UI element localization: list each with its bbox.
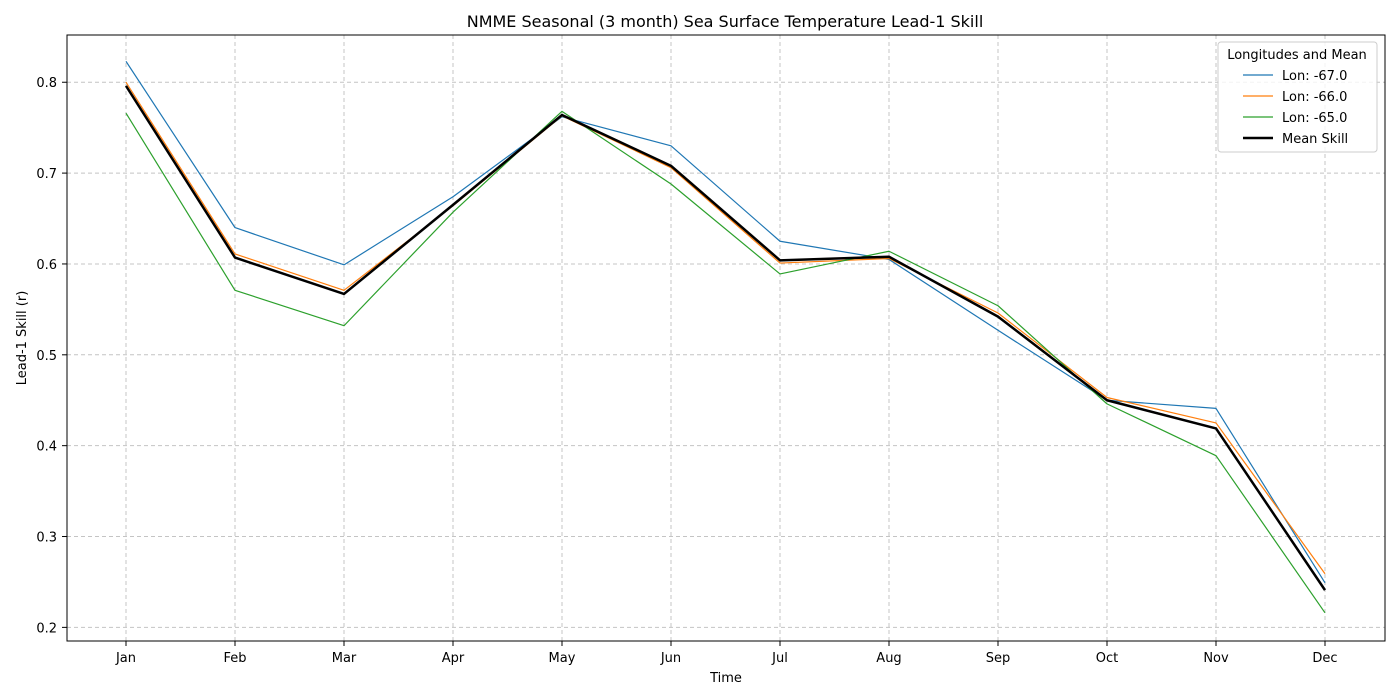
legend-label: Lon: -67.0 [1282,69,1347,84]
x-axis: Jan Feb Mar Apr May Jun Jul Aug Sep Oct Nov Dec [115,641,1338,666]
chart-title: NMME Seasonal (3 month) Sea Surface Temp… [467,12,984,31]
y-tick-label: 0.4 [36,440,57,455]
series-layer [124,61,1327,614]
y-axis: 0.2 0.3 0.4 0.5 0.6 0.7 0.8 [36,76,67,636]
legend: Longitudes and Mean Lon: -67.0 Lon: -66.0… [1217,41,1378,153]
legend-label: Mean Skill [1282,132,1348,147]
x-tick-label: Jan [115,651,136,666]
legend-title: Longitudes and Mean [1227,48,1367,63]
y-tick-label: 0.3 [36,531,57,546]
legend-label: Lon: -65.0 [1282,111,1347,126]
x-tick-label: Nov [1203,651,1229,666]
x-tick-label: Sep [986,651,1011,666]
plot-frame [66,34,1386,642]
y-tick-label: 0.6 [36,258,57,273]
series-line-lon-65-0 [125,110,1326,614]
x-tick-label: Jul [771,651,788,666]
y-axis-label: Lead-1 Skill (r) [15,291,30,386]
x-tick-label: Apr [442,651,465,666]
x-tick-label: Jun [660,651,681,666]
y-tick-label: 0.5 [36,349,57,364]
x-tick-label: Oct [1096,651,1118,666]
x-tick-label: May [549,651,576,666]
legend-box [1217,41,1378,153]
y-tick-label: 0.7 [36,167,57,182]
x-axis-label: Time [709,671,742,686]
x-tick-label: Mar [332,651,357,666]
x-tick-label: Dec [1312,651,1337,666]
y-tick-label: 0.2 [36,621,57,636]
legend-items: Lon: -67.0 Lon: -66.0 Lon: -65.0 Mean Skill [1243,69,1348,147]
series-line-mean-skill [124,85,1327,591]
legend-label: Lon: -66.0 [1282,90,1347,105]
x-tick-label: Aug [876,651,901,666]
series-line-lon-66-0 [125,81,1326,575]
x-tick-label: Feb [223,651,246,666]
y-tick-label: 0.8 [36,76,57,91]
